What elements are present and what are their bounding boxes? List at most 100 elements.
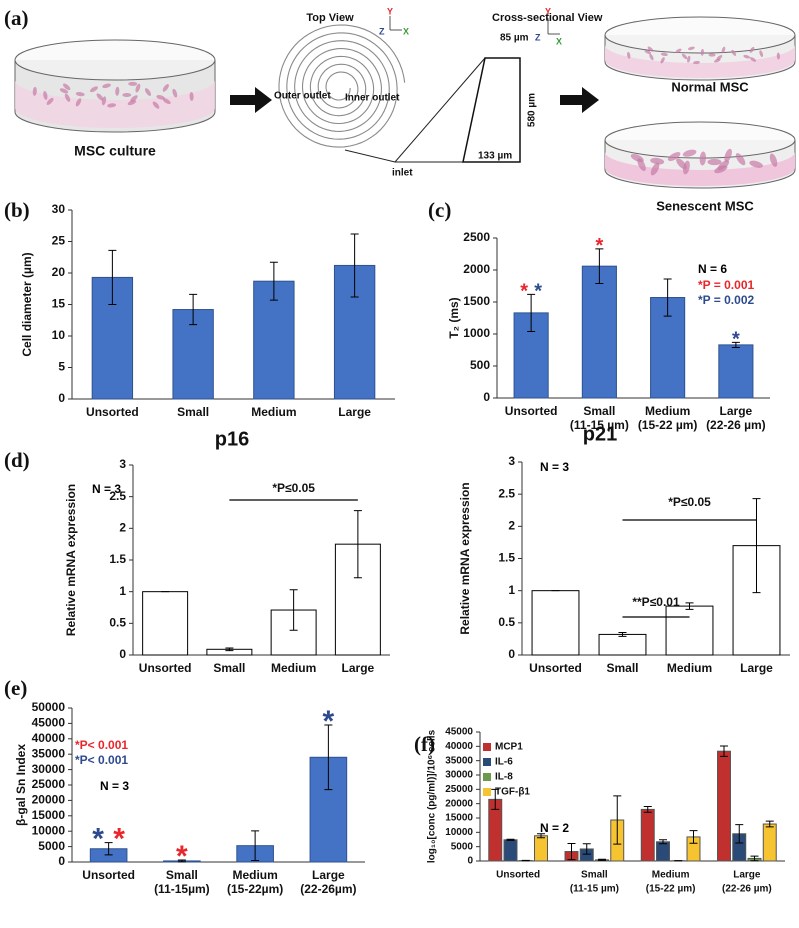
legend-label: IL-6 — [495, 757, 513, 768]
legend-swatch — [483, 758, 491, 766]
y-tick-label: 0 — [508, 647, 515, 661]
x-tick-label: Large — [312, 868, 345, 882]
medium — [605, 152, 795, 186]
y-tick-label: 500 — [470, 358, 490, 372]
y-tick-label: 1 — [508, 583, 515, 597]
cell — [75, 92, 85, 97]
x-tick-detail: (22-26 µm) — [706, 418, 766, 432]
x-tick-label: Medium — [652, 870, 690, 881]
error-bar — [269, 261, 278, 301]
y-tick-label: 25 — [52, 234, 66, 248]
x-tick-detail: (11-15µm) — [154, 882, 210, 896]
cell — [115, 86, 120, 96]
error-bar — [735, 824, 744, 844]
label: inlet — [392, 168, 413, 179]
y-tick-label: 50000 — [32, 700, 66, 714]
cell — [687, 46, 695, 51]
y-tick-label: 0.5 — [498, 615, 515, 629]
error-bar — [353, 510, 362, 579]
x-tick-label: Medium — [667, 661, 712, 675]
error-bar — [582, 843, 591, 855]
x-tick-label: Large — [338, 405, 371, 419]
y-tick-label: 45000 — [445, 727, 473, 738]
cell — [96, 93, 104, 101]
significance-mark: * — [520, 281, 528, 303]
bar — [513, 312, 549, 399]
annotation: *P< 0.001 — [75, 738, 128, 752]
error-bar — [104, 842, 113, 856]
cell — [776, 52, 780, 60]
bar — [531, 590, 580, 656]
x-tick-detail: (11-15 µm) — [570, 884, 619, 895]
x-tick-label: Small — [606, 661, 638, 675]
axis-letter: X — [556, 36, 562, 46]
bar — [534, 835, 548, 862]
cell — [627, 51, 631, 59]
significance-mark: * — [176, 840, 188, 873]
cell — [162, 84, 169, 92]
bar — [717, 750, 731, 862]
y-tick-label: 1.5 — [498, 551, 515, 565]
bar — [581, 265, 617, 399]
error-bar — [491, 788, 500, 810]
label: MSC culture — [74, 143, 156, 159]
panel-label: (d) — [4, 448, 30, 472]
cell — [769, 153, 778, 167]
cell — [630, 153, 644, 163]
y-axis-label: log₁₀[conc (pg/ml)]/10⁶ cells — [427, 729, 438, 863]
cell — [731, 49, 737, 56]
x-tick-label: Unsorted — [139, 661, 192, 675]
panel-label: (c) — [428, 198, 451, 222]
y-tick-label: 2000 — [463, 262, 490, 276]
x-tick-label: Unsorted — [529, 661, 582, 675]
y-tick-label: 20 — [52, 265, 66, 279]
error-bar — [251, 830, 260, 861]
annotation: N = 3 — [92, 482, 121, 496]
y-tick-label: 25000 — [445, 784, 473, 795]
panel-label: (f) — [414, 732, 435, 756]
cell — [749, 57, 757, 62]
annotation: N = 3 — [100, 779, 129, 793]
bar — [503, 839, 518, 862]
panel-label: (a) — [4, 6, 29, 30]
x-tick-detail: (15-22µm) — [227, 882, 283, 896]
y-tick-label: 0 — [483, 390, 490, 404]
x-tick-label: Medium — [271, 661, 316, 675]
error-bar — [689, 830, 698, 844]
y-tick-label: 10 — [52, 328, 66, 342]
axis-icon — [389, 16, 402, 31]
cell — [759, 50, 764, 58]
label: 133 µm — [478, 151, 512, 162]
label: Inner outlet — [345, 93, 400, 104]
label: 580 µm — [527, 93, 538, 127]
x-tick-label: Medium — [251, 405, 296, 419]
y-tick-label: 15000 — [32, 808, 66, 822]
cell — [647, 46, 654, 52]
x-tick-label: Small — [583, 404, 615, 418]
error-bar — [598, 858, 606, 861]
y-tick-label: 3 — [508, 454, 515, 468]
y-tick-label: 1500 — [463, 294, 490, 308]
error-bar — [189, 293, 198, 326]
x-tick-label: Medium — [645, 404, 690, 418]
diagram: (a) MSC culture Top View Y Z X Outer out… — [4, 6, 796, 213]
y-tick-label: 30 — [52, 202, 66, 216]
cell — [708, 53, 716, 57]
label: Top View — [306, 12, 354, 24]
y-axis-label: T₂ (ms) — [447, 297, 461, 338]
x-tick-detail: (15-22 µm) — [638, 418, 698, 432]
cell — [144, 88, 152, 96]
cell — [62, 83, 71, 91]
cell — [681, 53, 688, 60]
label: 85 µm — [500, 33, 529, 44]
legend-label: TGF-β1 — [495, 787, 530, 798]
bar — [762, 823, 777, 862]
cell — [682, 149, 697, 157]
x-tick-label: Small — [166, 868, 198, 882]
error-bar — [663, 278, 672, 317]
cell — [721, 46, 726, 54]
y-tick-label: 0 — [58, 854, 65, 868]
cell — [101, 96, 107, 106]
x-tick-label: Small — [177, 405, 209, 419]
error-bar — [108, 249, 117, 305]
